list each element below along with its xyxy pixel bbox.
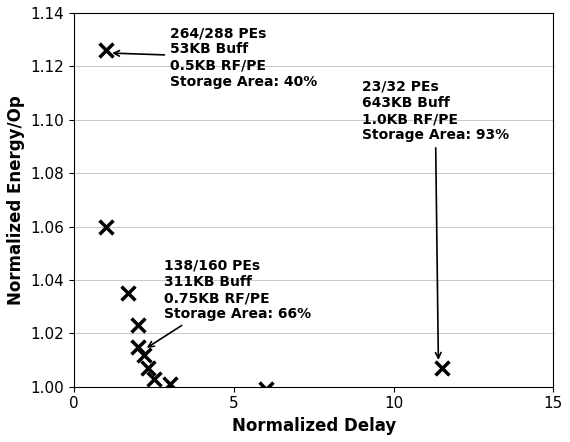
- Point: [101, 223, 111, 230]
- Point: [437, 365, 446, 372]
- Text: 23/32 PEs
643KB Buff
1.0KB RF/PE
Storage Area: 93%: 23/32 PEs 643KB Buff 1.0KB RF/PE Storage…: [362, 80, 509, 358]
- Point: [133, 322, 142, 329]
- Point: [149, 375, 158, 382]
- Point: [165, 381, 174, 388]
- Point: [261, 386, 270, 393]
- X-axis label: Normalized Delay: Normalized Delay: [231, 417, 396, 435]
- Point: [140, 351, 149, 358]
- Point: [101, 47, 111, 54]
- Point: [124, 290, 133, 297]
- Text: 138/160 PEs
311KB Buff
0.75KB RF/PE
Storage Area: 66%: 138/160 PEs 311KB Buff 0.75KB RF/PE Stor…: [148, 259, 311, 347]
- Text: 264/288 PEs
53KB Buff
0.5KB RF/PE
Storage Area: 40%: 264/288 PEs 53KB Buff 0.5KB RF/PE Storag…: [114, 26, 317, 89]
- Point: [143, 365, 152, 372]
- Y-axis label: Normalized Energy/Op: Normalized Energy/Op: [7, 95, 25, 305]
- Point: [133, 343, 142, 350]
